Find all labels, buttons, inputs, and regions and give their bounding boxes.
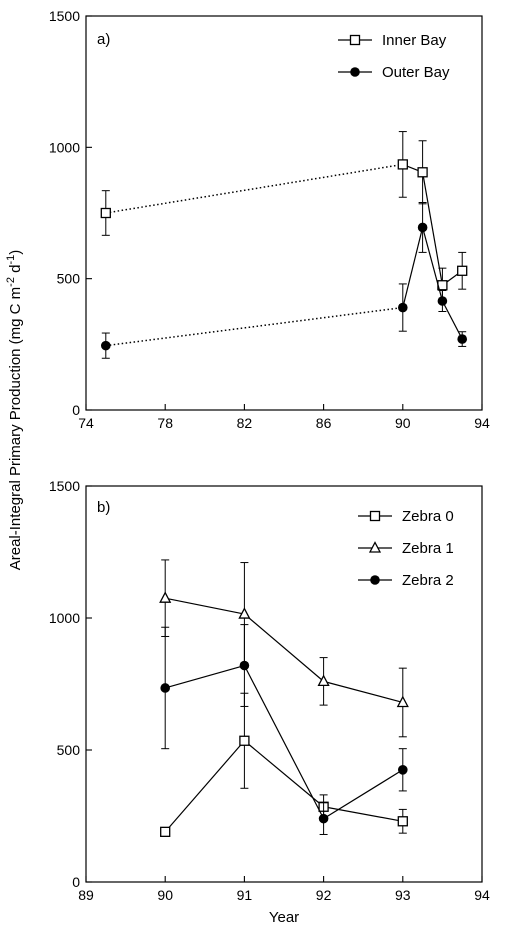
dotted-series-line xyxy=(105,306,403,347)
dotted-series-line xyxy=(105,163,403,214)
data-point xyxy=(318,813,329,824)
legend-label: Inner Bay xyxy=(382,32,447,49)
y-axis-title: Areal-Integral Primary Production (mg C … xyxy=(5,250,24,571)
data-point xyxy=(417,222,428,233)
series-line xyxy=(422,172,443,286)
series-line xyxy=(165,597,245,615)
data-point xyxy=(160,683,170,693)
series-line xyxy=(323,806,403,822)
data-point xyxy=(457,265,468,276)
series-line xyxy=(243,665,325,819)
panel-label: a) xyxy=(97,31,110,48)
legend-label: Outer Bay xyxy=(382,64,450,81)
series-line xyxy=(441,300,463,340)
data-point xyxy=(238,607,251,619)
data-point xyxy=(417,167,428,178)
y-tick-label: 1500 xyxy=(49,8,80,24)
legend-marker xyxy=(370,575,380,585)
series-line xyxy=(244,740,324,808)
y-axis-title-text: d xyxy=(7,265,24,278)
series-zebra-1 xyxy=(159,559,409,738)
x-axis-title: Year xyxy=(269,909,299,926)
series-zebra-2 xyxy=(160,624,408,835)
legend-label: Zebra 0 xyxy=(402,508,454,525)
y-axis-title-superscript: -2 xyxy=(5,277,17,287)
data-point xyxy=(159,591,172,603)
panel-a-chart: 74 78 82 86 90 94 0 500 1000 1500 a) Inner Bay Outer… xyxy=(49,8,490,431)
data-point xyxy=(398,765,408,775)
x-tick-label: 93 xyxy=(395,887,411,903)
x-tick-label: 74 xyxy=(78,415,94,431)
series-line xyxy=(164,740,245,833)
panel-b-chart: 89 90 91 92 93 94 0 500 1000 1500 b) Year Zebra 0 Zeb… xyxy=(49,478,490,926)
series-inner-bay xyxy=(100,131,468,303)
data-point xyxy=(317,674,330,687)
plot-frame xyxy=(85,485,483,883)
legend-marker xyxy=(350,67,360,77)
y-tick-label: 0 xyxy=(72,402,80,418)
data-point xyxy=(101,340,111,351)
legend-marker xyxy=(349,34,361,46)
series-line xyxy=(165,664,245,689)
y-tick-label: 0 xyxy=(72,874,80,890)
data-point xyxy=(100,207,111,219)
legend-marker xyxy=(369,510,381,522)
y-axis-title-text: ) xyxy=(7,250,24,255)
data-point xyxy=(239,735,250,746)
x-tick-label: 94 xyxy=(474,415,490,431)
legend-label: Zebra 1 xyxy=(402,540,454,557)
x-tick-label: 86 xyxy=(316,415,332,431)
x-tick-label: 78 xyxy=(157,415,173,431)
series-line xyxy=(402,227,424,308)
x-tick-label: 92 xyxy=(316,887,332,903)
y-tick-label: 1500 xyxy=(49,478,80,494)
y-axis-title-superscript: -1 xyxy=(5,255,17,265)
y-tick-label: 500 xyxy=(57,742,81,758)
data-point xyxy=(457,334,468,344)
data-point xyxy=(397,816,408,827)
data-point xyxy=(397,159,408,170)
x-tick-label: 90 xyxy=(157,887,173,903)
x-tick-label: 91 xyxy=(237,887,253,903)
y-axis-title-text: Areal-Integral Primary Production (mg C … xyxy=(7,287,24,570)
data-point xyxy=(396,695,409,708)
x-tick-label: 94 xyxy=(474,887,490,903)
series-line xyxy=(323,769,404,820)
y-tick-label: 1000 xyxy=(49,139,80,155)
series-line xyxy=(422,227,443,302)
data-point xyxy=(437,296,448,306)
series-zebra-0 xyxy=(160,692,408,837)
data-point xyxy=(398,302,408,313)
x-tick-label: 90 xyxy=(395,415,411,431)
series-line xyxy=(323,680,403,704)
x-tick-label: 89 xyxy=(78,887,94,903)
data-point xyxy=(239,660,250,671)
legend-marker xyxy=(368,541,382,553)
panel-label: b) xyxy=(97,499,110,516)
plot-frame xyxy=(85,15,483,411)
y-tick-label: 500 xyxy=(57,271,81,287)
series-outer-bay xyxy=(101,201,468,359)
data-point xyxy=(160,826,171,837)
legend-label: Zebra 2 xyxy=(402,572,454,589)
y-tick-label: 1000 xyxy=(49,610,80,626)
series-line xyxy=(244,613,324,682)
x-tick-label: 82 xyxy=(237,415,253,431)
